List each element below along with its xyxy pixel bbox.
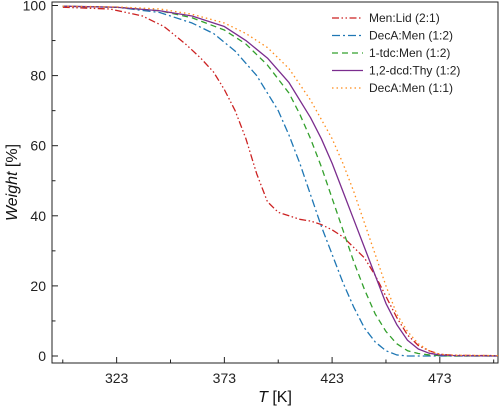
x-tick-label: 323 [105,370,129,386]
y-tick-label: 100 [23,0,47,14]
legend: Men:Lid (2:1) DecA:Men (1:2) 1-tdc:Men (1:… [332,11,460,95]
legend-label: DecA:Men (1:2) [369,29,453,43]
legend-label: DecA:Men (1:1) [369,81,453,95]
x-axis-label: T [K] [258,389,292,406]
y-axis-unit: [%] [4,144,21,172]
axis-ticks [52,5,495,363]
legend-label: Men:Lid (2:1) [369,11,440,25]
series-line-2 [62,5,498,357]
legend-label: 1,2-dcd:Thy (1:2) [369,64,460,78]
x-tick-label: 473 [428,370,452,386]
y-axis-var: Weight [4,171,21,221]
legend-label: 1-tdc:Men (1:2) [369,46,450,60]
series-lines [62,5,499,357]
y-tick-label: 0 [38,348,46,364]
y-tick-label: 80 [30,68,46,84]
series-line-0 [62,6,499,357]
plot-frame [51,1,499,364]
series-line-1 [62,5,498,357]
x-tick-label: 423 [320,370,344,386]
x-axis-unit: [K] [268,389,292,406]
axis-tick-labels: 323 373 423 473 0 20 40 60 80 100 [23,0,452,386]
series-line-3 [62,5,499,357]
y-tick-label: 40 [30,208,46,224]
y-axis-label: Weight [%] [4,144,21,221]
y-tick-label: 60 [30,138,46,154]
x-tick-label: 373 [213,370,237,386]
y-tick-label: 20 [30,278,46,294]
x-axis-var: T [258,389,269,406]
